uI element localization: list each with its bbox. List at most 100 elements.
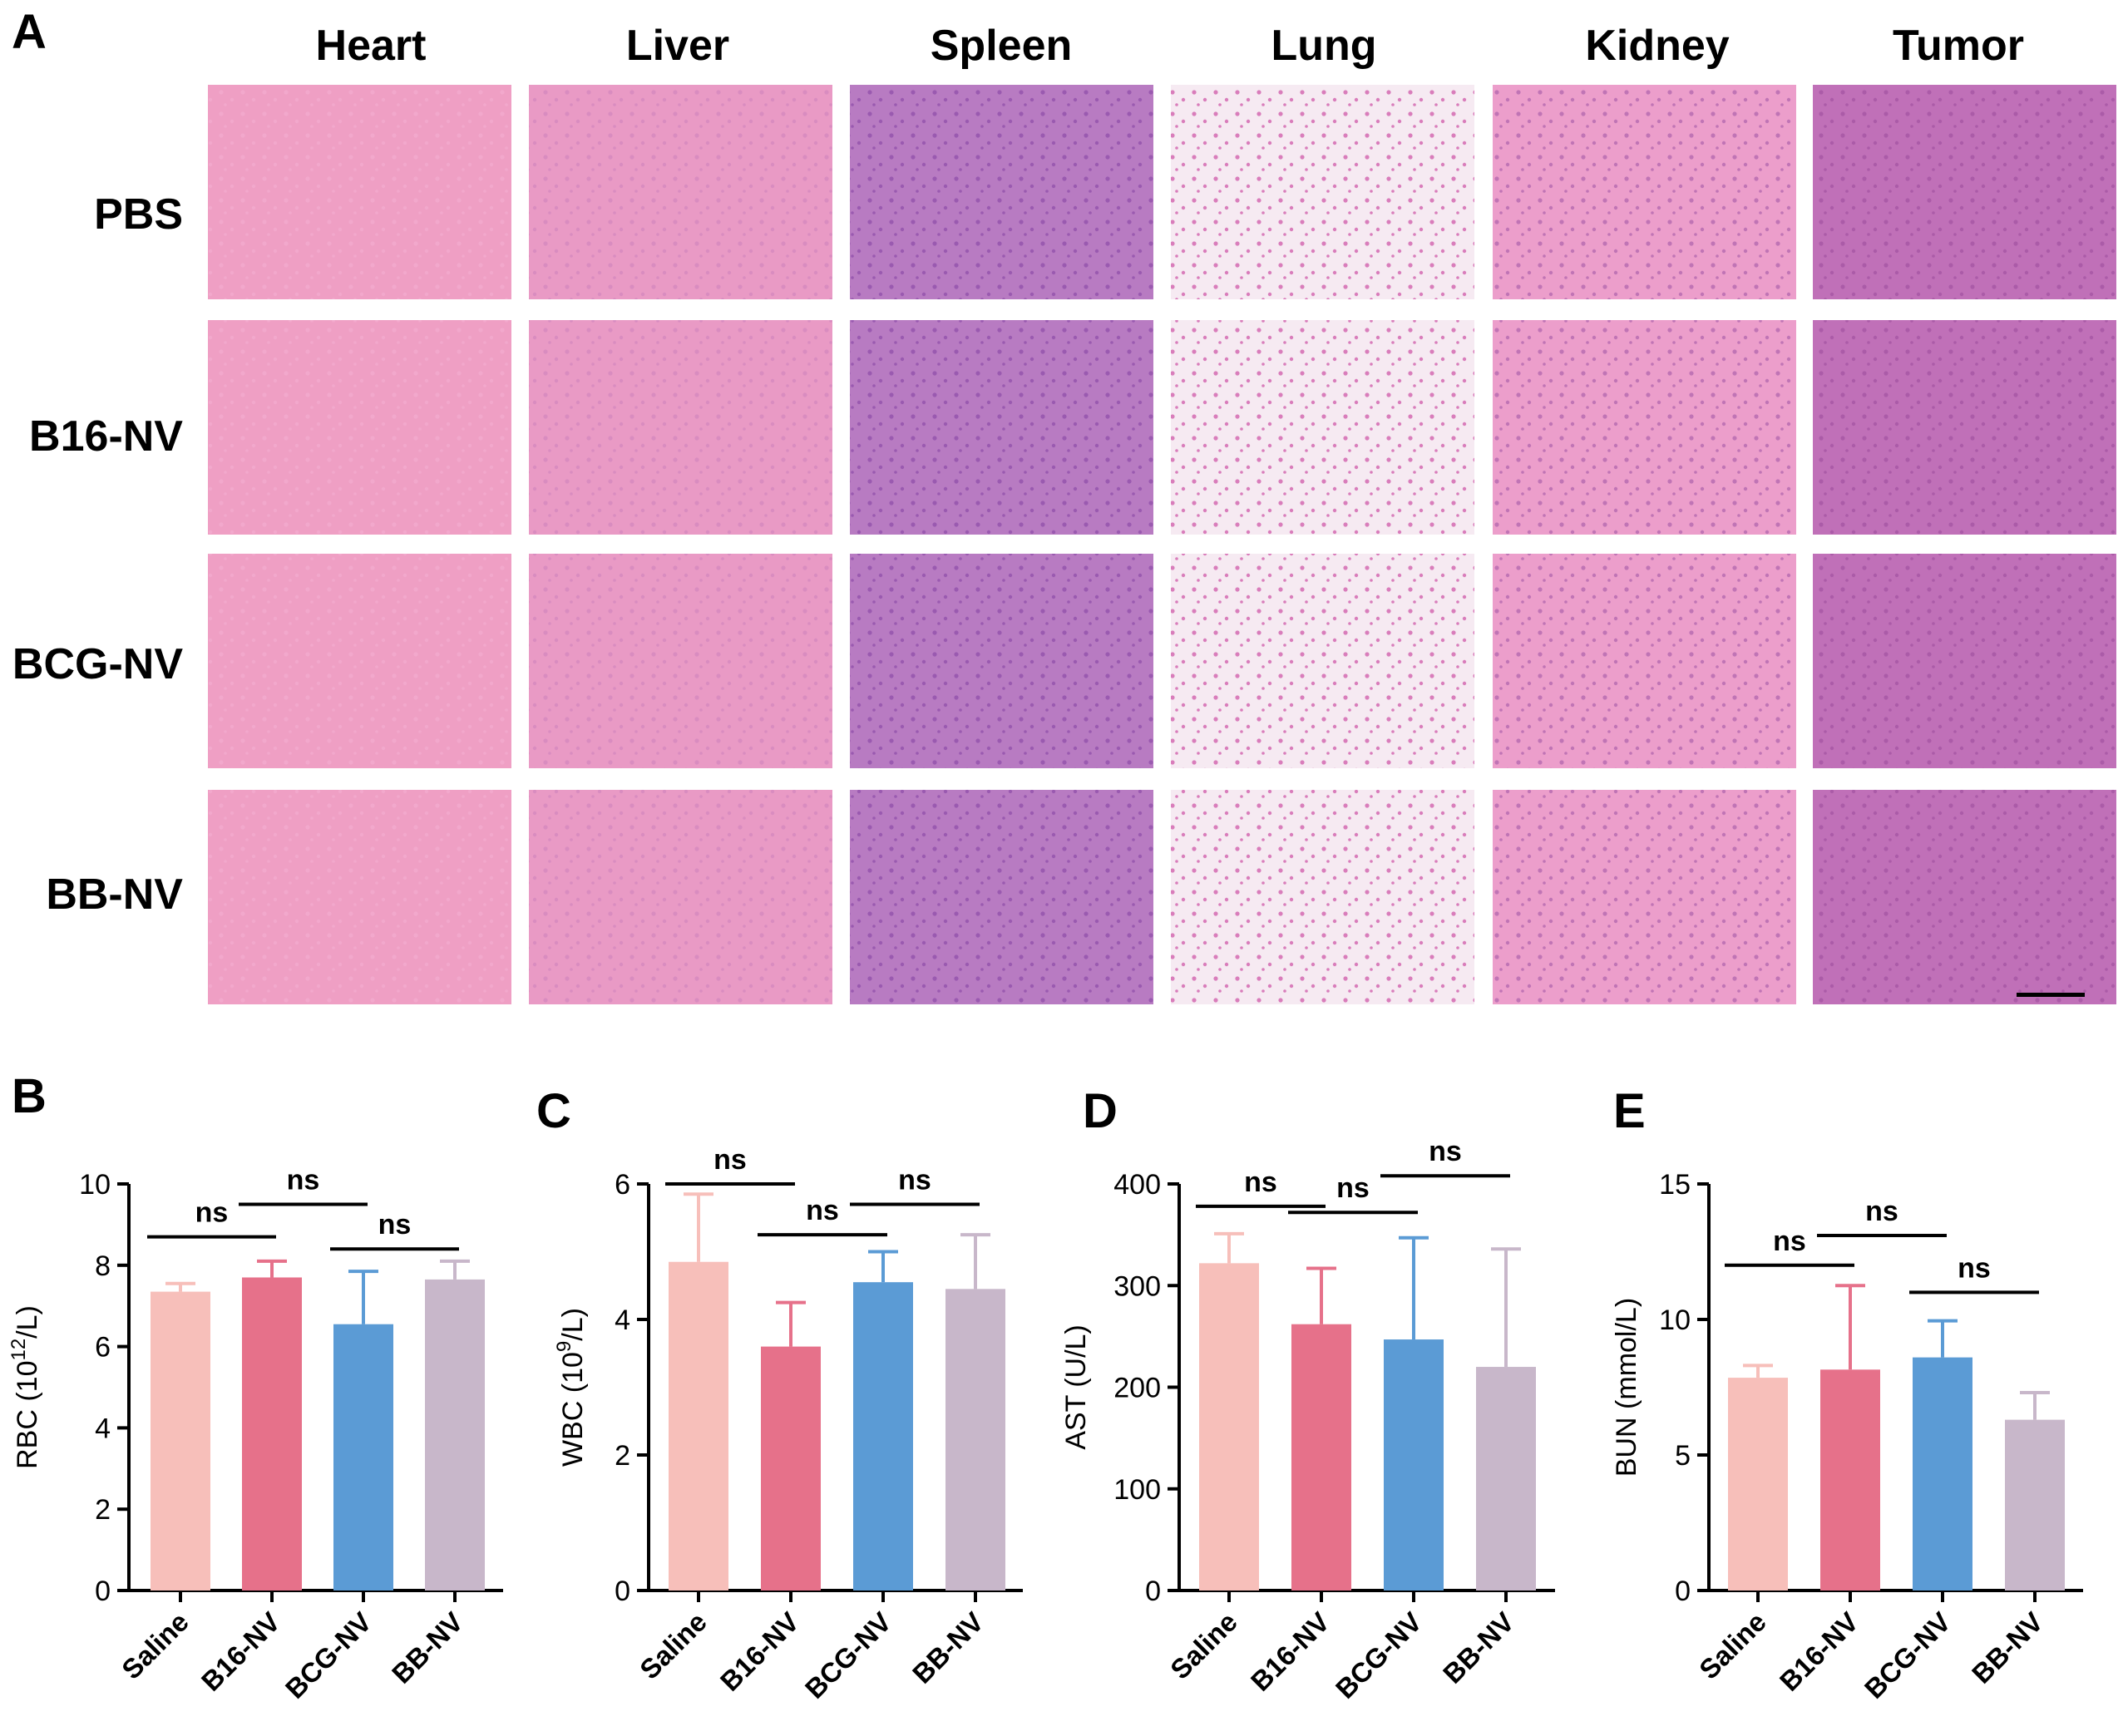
y-tick-label: 10 xyxy=(1659,1304,1691,1336)
y-tick-label: 0 xyxy=(95,1576,111,1607)
category-label: BB-NV xyxy=(1966,1606,2049,1689)
histology-tile-tumor-b16-nv xyxy=(1813,320,2116,535)
histology-tile-liver-bcg-nv xyxy=(529,554,832,768)
bar-b16-nv xyxy=(761,1346,821,1591)
significance-label: ns xyxy=(1958,1252,1991,1284)
histology-tile-spleen-bb-nv xyxy=(850,790,1153,1004)
histology-tile-kidney-b16-nv xyxy=(1493,320,1796,535)
histology-tile-heart-bcg-nv xyxy=(208,554,511,768)
row-label-b16-nv: B16-NV xyxy=(29,412,183,461)
y-axis-label: WBC (109/L) xyxy=(553,1308,589,1467)
significance-label: ns xyxy=(1429,1136,1462,1167)
histology-tile-lung-b16-nv xyxy=(1171,320,1474,535)
y-tick-label: 10 xyxy=(79,1169,111,1201)
histology-tile-tumor-bcg-nv xyxy=(1813,554,2116,768)
column-label-liver: Liver xyxy=(626,22,729,70)
category-label: Saline xyxy=(116,1606,195,1685)
panel-label-a: A xyxy=(12,5,47,59)
y-axis-label-main: WBC (10 xyxy=(557,1352,589,1467)
histology-grid xyxy=(208,85,2116,1004)
bar-bcg-nv xyxy=(333,1324,393,1591)
histology-tile-kidney-pbs xyxy=(1493,85,1796,299)
panel-label-d: D xyxy=(1083,1084,1118,1138)
bar-bcg-nv xyxy=(1913,1357,1972,1591)
significance-label: ns xyxy=(1865,1196,1898,1227)
category-label: BCG-NV xyxy=(1859,1606,1957,1704)
y-tick-label: 2 xyxy=(95,1494,111,1526)
y-tick-label: 200 xyxy=(1113,1373,1161,1404)
bar-bb-nv xyxy=(1476,1367,1536,1591)
category-label: B16-NV xyxy=(1245,1606,1336,1697)
histology-tile-tumor-bb-nv xyxy=(1813,790,2116,1004)
panel-label-c: C xyxy=(536,1084,571,1138)
histology-tile-heart-bb-nv xyxy=(208,790,511,1004)
column-label-kidney: Kidney xyxy=(1585,22,1729,70)
y-tick-label: 6 xyxy=(615,1169,630,1201)
category-label: B16-NV xyxy=(714,1606,805,1697)
panel-label-b: B xyxy=(12,1069,47,1123)
histology-tile-spleen-bcg-nv xyxy=(850,554,1153,768)
y-axis-label-unit: /L) xyxy=(12,1305,43,1339)
histology-tile-heart-pbs xyxy=(208,85,511,299)
histology-tile-lung-bcg-nv xyxy=(1171,554,1474,768)
bar-bb-nv xyxy=(2005,1419,2065,1591)
column-label-tumor: Tumor xyxy=(1893,22,2024,70)
histology-tile-spleen-b16-nv xyxy=(850,320,1153,535)
y-tick-label: 300 xyxy=(1113,1270,1161,1302)
scale-bar xyxy=(2017,993,2085,997)
histology-tile-heart-b16-nv xyxy=(208,320,511,535)
y-tick-label: 8 xyxy=(95,1250,111,1282)
category-label: Saline xyxy=(634,1606,713,1685)
y-axis-label-unit: /L) xyxy=(557,1308,589,1341)
histology-tile-kidney-bb-nv xyxy=(1493,790,1796,1004)
y-tick-label: 4 xyxy=(615,1304,630,1336)
histology-tile-spleen-pbs xyxy=(850,85,1153,299)
y-tick-label: 15 xyxy=(1659,1169,1691,1201)
bar-bcg-nv xyxy=(853,1282,913,1591)
y-axis-label: BUN (mmol/L) xyxy=(1611,1298,1642,1477)
y-tick-label: 100 xyxy=(1113,1474,1161,1506)
significance-label: ns xyxy=(713,1144,747,1176)
y-axis-label-main: AST (U/L) xyxy=(1060,1324,1092,1450)
y-tick-label: 400 xyxy=(1113,1169,1161,1201)
histology-tile-kidney-bcg-nv xyxy=(1493,554,1796,768)
significance-label: ns xyxy=(195,1197,229,1229)
y-tick-label: 5 xyxy=(1675,1440,1691,1472)
histology-tile-liver-b16-nv xyxy=(529,320,832,535)
significance-label: ns xyxy=(806,1195,839,1226)
y-tick-label: 4 xyxy=(95,1413,111,1444)
category-label: B16-NV xyxy=(195,1606,286,1697)
y-axis-label: AST (U/L) xyxy=(1060,1324,1092,1450)
y-axis-label-main: RBC (10 xyxy=(12,1361,43,1469)
y-tick-label: 0 xyxy=(1145,1576,1161,1607)
category-label: B16-NV xyxy=(1774,1606,1864,1697)
bar-b16-nv xyxy=(1291,1324,1351,1591)
category-label: BB-NV xyxy=(386,1606,469,1689)
significance-label: ns xyxy=(287,1164,320,1196)
panel-label-e: E xyxy=(1613,1084,1646,1138)
y-tick-label: 6 xyxy=(95,1332,111,1364)
bar-saline xyxy=(1728,1378,1788,1591)
category-label: Saline xyxy=(1693,1606,1772,1685)
y-tick-label: 0 xyxy=(1675,1576,1691,1607)
bar-bcg-nv xyxy=(1384,1339,1444,1591)
category-label: Saline xyxy=(1164,1606,1243,1685)
bar-bb-nv xyxy=(945,1289,1005,1591)
y-tick-label: 2 xyxy=(615,1440,630,1472)
bar-saline xyxy=(669,1261,728,1591)
bar-bb-nv xyxy=(425,1279,485,1591)
y-axis-label-main: BUN (mmol/L) xyxy=(1611,1298,1642,1477)
histology-tile-lung-bb-nv xyxy=(1171,790,1474,1004)
y-axis-label-exponent: 9 xyxy=(553,1341,575,1352)
histology-tile-lung-pbs xyxy=(1171,85,1474,299)
row-label-bb-nv: BB-NV xyxy=(46,870,183,919)
bar-b16-nv xyxy=(1820,1369,1880,1591)
column-label-spleen: Spleen xyxy=(931,22,1073,70)
significance-label: ns xyxy=(1244,1166,1277,1198)
category-label: BCG-NV xyxy=(279,1606,378,1704)
